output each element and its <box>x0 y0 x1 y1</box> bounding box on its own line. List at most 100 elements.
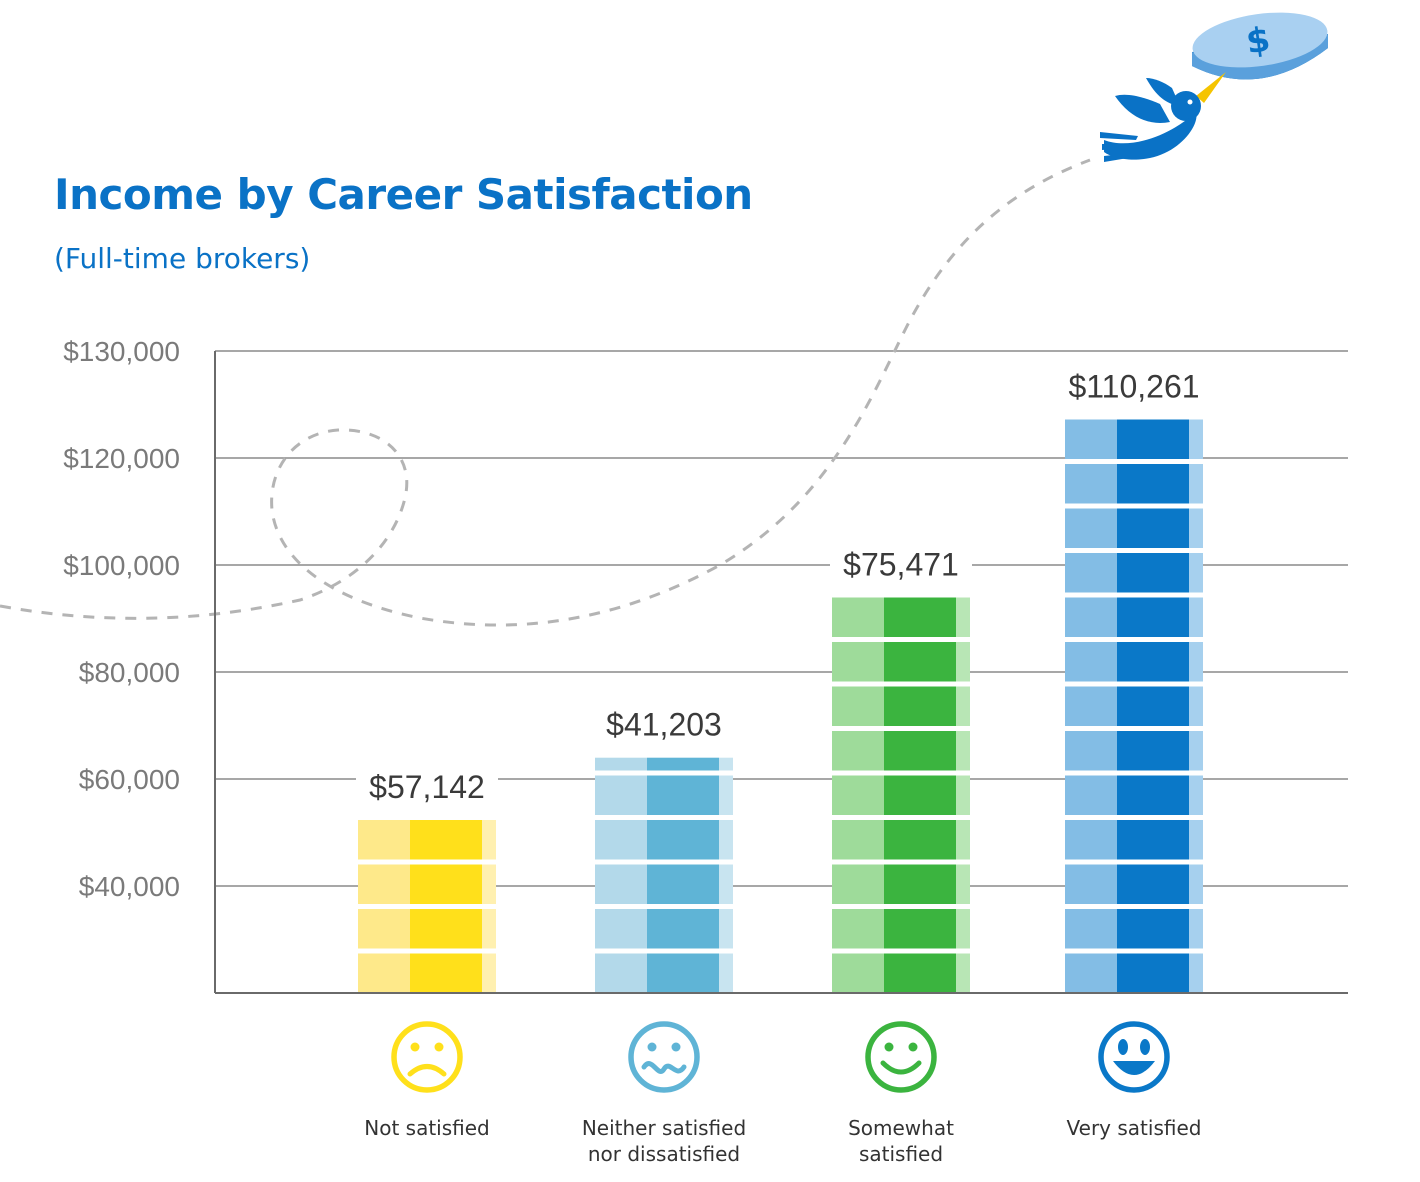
face-mouth <box>641 1061 687 1074</box>
bar-segment <box>595 820 647 860</box>
value-label: $110,261 <box>1068 369 1199 405</box>
bar-segment <box>884 953 956 993</box>
bar-segment <box>832 909 884 949</box>
bar-3 <box>832 597 970 993</box>
bar-segment <box>719 820 733 860</box>
sad-face-icon <box>391 1021 463 1093</box>
bar-segment <box>1117 820 1189 860</box>
dollar-sign-icon: $ <box>1244 20 1273 63</box>
bar-segment <box>1117 508 1189 548</box>
face-eye <box>434 1042 444 1052</box>
category-label: satisfied <box>859 1142 943 1166</box>
face-eye <box>884 1042 894 1052</box>
bar-segment <box>884 909 956 949</box>
bar-segment <box>1117 553 1189 593</box>
bar-segment <box>832 642 884 682</box>
bar-segment <box>832 597 884 637</box>
value-label: $41,203 <box>606 707 722 743</box>
bar-segment <box>719 953 733 993</box>
face-eye <box>671 1042 681 1052</box>
bar-segment <box>1189 464 1203 504</box>
bar-segment <box>1117 953 1189 993</box>
bar-segment <box>1065 820 1117 860</box>
bar-segment <box>832 686 884 726</box>
face-mouth <box>880 1060 922 1075</box>
bird-coin-illustration: $ <box>1100 12 1328 162</box>
bar-segment <box>956 820 970 860</box>
bar-segment <box>647 953 719 993</box>
bar-segment <box>410 909 482 949</box>
bar-segment <box>1117 597 1189 637</box>
bar-segment <box>884 686 956 726</box>
bar-segment <box>884 864 956 904</box>
bar-segment <box>1189 953 1203 993</box>
bar-1 <box>358 820 496 993</box>
bar-segment <box>1065 686 1117 726</box>
bar-segment <box>884 642 956 682</box>
coin-edge <box>1192 34 1328 80</box>
value-label: $57,142 <box>369 769 485 805</box>
bar-segment <box>482 820 496 860</box>
y-tick-label: $100,000 <box>63 550 180 581</box>
dashed-flight-path <box>0 158 1091 627</box>
bar-segment <box>884 597 956 637</box>
bar-segment <box>719 864 733 904</box>
bar-2 <box>595 757 733 993</box>
bar-segment <box>1117 909 1189 949</box>
bar-segment <box>1117 864 1189 904</box>
category-label: Somewhat <box>848 1116 954 1140</box>
bar-segment <box>956 686 970 726</box>
grin-face-icon <box>1098 1021 1170 1093</box>
bird-tail <box>1100 132 1138 140</box>
face-eye <box>410 1042 420 1052</box>
y-tick-label: $80,000 <box>79 657 180 688</box>
bar-segment <box>482 864 496 904</box>
bar-segment <box>832 953 884 993</box>
bar-segment <box>832 775 884 815</box>
bar-segment <box>647 757 719 771</box>
bar-segment <box>956 775 970 815</box>
coin-top <box>1192 12 1328 68</box>
bar-segment <box>1065 731 1117 771</box>
bar-segment <box>884 731 956 771</box>
value-label: $75,471 <box>843 547 959 583</box>
bird-wing <box>1115 94 1170 123</box>
bird-head <box>1171 91 1201 121</box>
face-outline <box>1098 1021 1170 1093</box>
bar-segment <box>884 820 956 860</box>
bar-segment <box>1065 909 1117 949</box>
bar-segment <box>595 909 647 949</box>
bar-segment <box>595 757 647 771</box>
category-label: Neither satisfied <box>582 1116 746 1140</box>
value-label-bg <box>356 764 498 806</box>
bird-beak <box>1196 72 1226 103</box>
bar-segment <box>1189 686 1203 726</box>
bar-segment <box>1065 464 1117 504</box>
face-eye <box>1140 1039 1150 1055</box>
bar-segment <box>410 864 482 904</box>
face-outline <box>391 1021 463 1093</box>
bar-segment <box>1117 642 1189 682</box>
bar-segment <box>956 864 970 904</box>
face-eye <box>647 1042 657 1052</box>
bar-segment <box>595 953 647 993</box>
bar-segment <box>956 642 970 682</box>
bar-segment <box>1065 553 1117 593</box>
chart-title: Income by Career Satisfaction <box>54 170 753 219</box>
bar-segment <box>1189 775 1203 815</box>
face-eye <box>1118 1039 1128 1055</box>
bar-segment <box>719 757 733 771</box>
bar-segment <box>832 820 884 860</box>
bar-segment <box>832 864 884 904</box>
bar-segment <box>482 909 496 949</box>
bar-segment <box>956 597 970 637</box>
category-label: Very satisfied <box>1067 1116 1202 1140</box>
bar-segment <box>832 731 884 771</box>
bird-eye <box>1187 99 1193 105</box>
y-tick-label: $60,000 <box>79 764 180 795</box>
bar-segment <box>956 953 970 993</box>
bar-segment <box>1117 731 1189 771</box>
wavy-face-icon <box>628 1021 700 1093</box>
